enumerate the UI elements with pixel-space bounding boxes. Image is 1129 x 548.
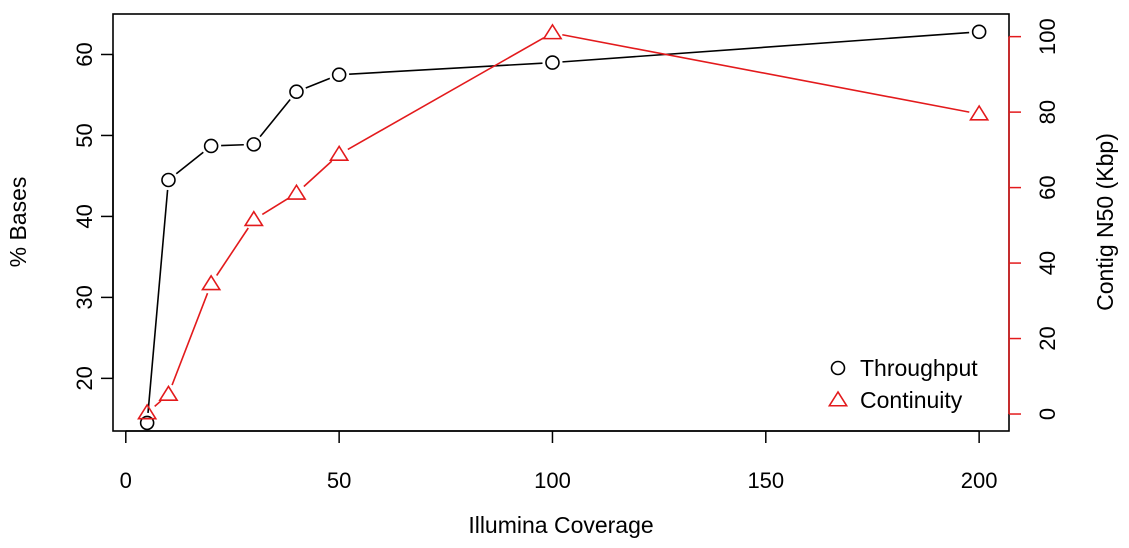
continuity-point [158, 384, 179, 401]
y-axis-left: 20 30 40 50 60 [72, 42, 114, 391]
continuity-point [243, 210, 264, 227]
y-right-tick-label: 80 [1035, 100, 1060, 124]
y-left-tick-label: 30 [72, 285, 97, 309]
continuity-segment [261, 197, 289, 216]
throughput-point [545, 55, 560, 70]
throughput-segment [147, 189, 169, 414]
continuity-point [201, 274, 222, 291]
continuity-segment [562, 33, 970, 113]
series-continuity [137, 23, 990, 420]
continuity-segment [171, 292, 209, 386]
legend: Throughput Continuity [827, 355, 978, 413]
throughput-point [331, 67, 347, 83]
throughput-point [203, 138, 219, 154]
y-right-tick-label: 100 [1035, 18, 1060, 55]
continuity-point [329, 144, 350, 161]
throughput-point [246, 137, 262, 152]
x-axis: 0 50 100 150 200 [120, 430, 998, 493]
y-left-tick-label: 60 [72, 42, 97, 66]
y-right-tick-label: 40 [1035, 251, 1060, 275]
x-tick-label: 200 [961, 468, 998, 493]
x-axis-title: Illumina Coverage [468, 512, 653, 538]
throughput-point [289, 84, 304, 100]
legend-throughput-marker [830, 360, 846, 376]
continuity-segment [154, 400, 162, 407]
y-axis-left-title: % Bases [5, 177, 31, 268]
continuity-point [969, 104, 990, 121]
continuity-point [137, 403, 158, 420]
y-axis-right: 0 20 40 60 80 100 [1008, 18, 1060, 420]
x-tick-label: 100 [534, 468, 571, 493]
throughput-segment [175, 151, 204, 175]
throughput-segment [259, 98, 291, 138]
y-right-tick-label: 0 [1035, 408, 1060, 420]
x-tick-label: 0 [120, 468, 132, 493]
series-throughput [139, 24, 987, 431]
throughput-point [139, 415, 155, 431]
continuity-segment [303, 160, 333, 188]
throughput-segment [305, 77, 331, 89]
throughput-segment [349, 62, 543, 75]
throughput-point [161, 172, 176, 188]
y-right-tick-label: 60 [1035, 175, 1060, 199]
legend-continuity-marker [827, 390, 849, 407]
legend-throughput-label: Throughput [860, 355, 978, 381]
throughput-point [971, 24, 987, 40]
y-axis-right-title: Contig N50 (Kbp) [1092, 133, 1118, 311]
throughput-segment [562, 31, 970, 63]
x-tick-label: 50 [327, 468, 351, 493]
legend-continuity-label: Continuity [860, 387, 963, 413]
y-left-tick-label: 50 [72, 123, 97, 147]
y-right-tick-label: 20 [1035, 326, 1060, 350]
continuity-point [286, 183, 307, 200]
y-left-tick-label: 20 [72, 366, 97, 390]
x-tick-label: 150 [747, 468, 784, 493]
continuity-segment [347, 37, 545, 151]
continuity-point [542, 23, 563, 40]
throughput-segment [221, 143, 244, 147]
continuity-segment [216, 227, 249, 276]
y-left-tick-label: 40 [72, 204, 97, 228]
series-layer [137, 23, 990, 431]
